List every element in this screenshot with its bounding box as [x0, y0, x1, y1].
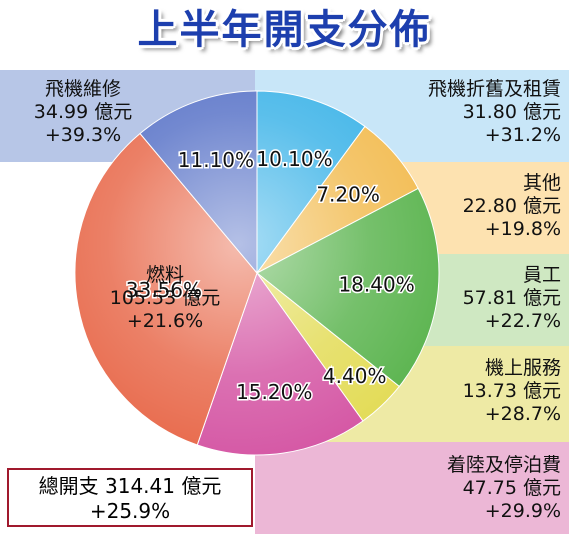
label-staff-value: 57.81 億元: [462, 287, 561, 309]
label-aircraft-maintenance: 飛機維修 34.99 億元 +39.3%: [8, 78, 158, 147]
label-other: 其他 22.80 億元 +19.8%: [463, 172, 561, 241]
label-landing-parking-name: 着陸及停泊費: [446, 454, 561, 476]
label-fuel-change: +21.6%: [126, 310, 204, 332]
pct-label-staff: 18.40%: [338, 272, 414, 296]
label-inflight-service-change: +28.7%: [484, 403, 561, 425]
label-inflight-service-value: 13.73 億元: [462, 380, 561, 402]
label-aircraft-depreciation-change: +31.2%: [484, 124, 561, 146]
label-staff-name: 員工: [522, 264, 561, 286]
label-fuel: 燃料 105.53 億元 +21.6%: [85, 264, 245, 333]
pct-label-other: 7.20%: [316, 183, 380, 207]
pct-label-aircraft-depreciation: 10.10%: [256, 147, 332, 171]
pct-label-inflight-service: 4.40%: [323, 364, 387, 388]
label-aircraft-depreciation-name: 飛機折舊及租賃: [427, 78, 561, 100]
pct-label-fuel: 33.56%: [126, 278, 202, 302]
total-expense-value: 314.41 億元: [105, 474, 222, 498]
label-staff-change: +22.7%: [484, 310, 561, 332]
label-aircraft-maintenance-change: +39.3%: [44, 124, 122, 146]
total-expense-line: 總開支 314.41 億元: [9, 474, 251, 499]
total-expense-label: 總開支: [38, 474, 99, 498]
chart-title: 上半年開支分佈: [137, 7, 432, 53]
total-expense-change: +25.9%: [89, 499, 171, 523]
label-inflight-service-name: 機上服務: [484, 357, 561, 379]
label-landing-parking: 着陸及停泊費 47.75 億元 +29.9%: [447, 454, 561, 523]
pct-label-aircraft-maintenance: 11.10%: [178, 148, 254, 172]
total-expense-box: 總開支 314.41 億元 +25.9%: [7, 468, 253, 527]
label-aircraft-maintenance-name: 飛機維修: [44, 78, 121, 100]
pct-label-landing-parking: 15.20%: [236, 380, 312, 404]
label-aircraft-depreciation-value: 31.80 億元: [462, 101, 561, 123]
label-other-value: 22.80 億元: [462, 195, 561, 217]
label-aircraft-depreciation: 飛機折舊及租賃 31.80 億元 +31.2%: [428, 78, 561, 147]
label-inflight-service: 機上服務 13.73 億元 +28.7%: [463, 357, 561, 426]
label-landing-parking-change: +29.9%: [484, 500, 561, 522]
label-other-name: 其他: [522, 172, 561, 194]
label-landing-parking-value: 47.75 億元: [462, 477, 561, 499]
label-fuel-name: 燃料: [145, 264, 184, 286]
label-aircraft-maintenance-value: 34.99 億元: [33, 101, 133, 123]
label-other-change: +19.8%: [484, 218, 561, 240]
pie-highlight: [75, 91, 439, 455]
label-fuel-value: 105.53 億元: [109, 287, 221, 309]
label-staff: 員工 57.81 億元 +22.7%: [463, 264, 561, 333]
band-landing-parking: [255, 442, 569, 534]
